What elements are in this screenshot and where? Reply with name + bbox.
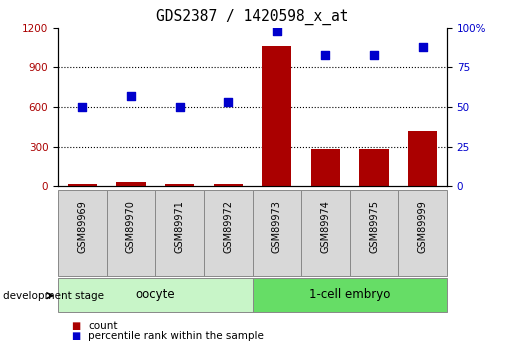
Point bbox=[224, 99, 232, 105]
Bar bbox=[252, 278, 447, 312]
Bar bbox=[107, 190, 156, 276]
Point bbox=[127, 93, 135, 99]
Text: GSM89971: GSM89971 bbox=[175, 200, 185, 253]
Bar bbox=[360, 149, 389, 186]
Bar bbox=[165, 184, 194, 186]
Text: count: count bbox=[88, 321, 118, 331]
Bar bbox=[116, 182, 145, 186]
Text: GSM89975: GSM89975 bbox=[369, 200, 379, 253]
Point bbox=[176, 104, 184, 110]
Bar bbox=[156, 190, 204, 276]
Point bbox=[419, 44, 427, 49]
Bar bbox=[252, 190, 301, 276]
Point bbox=[321, 52, 329, 57]
Point bbox=[273, 28, 281, 33]
Text: GSM89972: GSM89972 bbox=[223, 200, 233, 253]
Text: GSM89974: GSM89974 bbox=[320, 200, 330, 253]
Bar bbox=[214, 184, 243, 186]
Text: ■: ■ bbox=[71, 321, 80, 331]
Text: percentile rank within the sample: percentile rank within the sample bbox=[88, 332, 264, 341]
Bar bbox=[398, 190, 447, 276]
Bar bbox=[301, 190, 350, 276]
Text: GSM89973: GSM89973 bbox=[272, 200, 282, 253]
Text: GSM89999: GSM89999 bbox=[418, 200, 428, 253]
Text: GDS2387 / 1420598_x_at: GDS2387 / 1420598_x_at bbox=[156, 9, 349, 25]
Text: development stage: development stage bbox=[3, 291, 104, 300]
Bar bbox=[262, 46, 291, 186]
Text: oocyte: oocyte bbox=[135, 288, 175, 302]
Point bbox=[370, 52, 378, 57]
Text: GSM89969: GSM89969 bbox=[77, 200, 87, 253]
Bar bbox=[58, 190, 107, 276]
Bar bbox=[58, 278, 252, 312]
Bar bbox=[311, 149, 340, 186]
Point bbox=[78, 104, 86, 110]
Text: GSM89970: GSM89970 bbox=[126, 200, 136, 253]
Bar bbox=[204, 190, 252, 276]
Bar bbox=[350, 190, 398, 276]
Text: ■: ■ bbox=[71, 332, 80, 341]
Bar bbox=[68, 184, 97, 186]
Text: 1-cell embryo: 1-cell embryo bbox=[309, 288, 390, 302]
Bar bbox=[408, 131, 437, 186]
